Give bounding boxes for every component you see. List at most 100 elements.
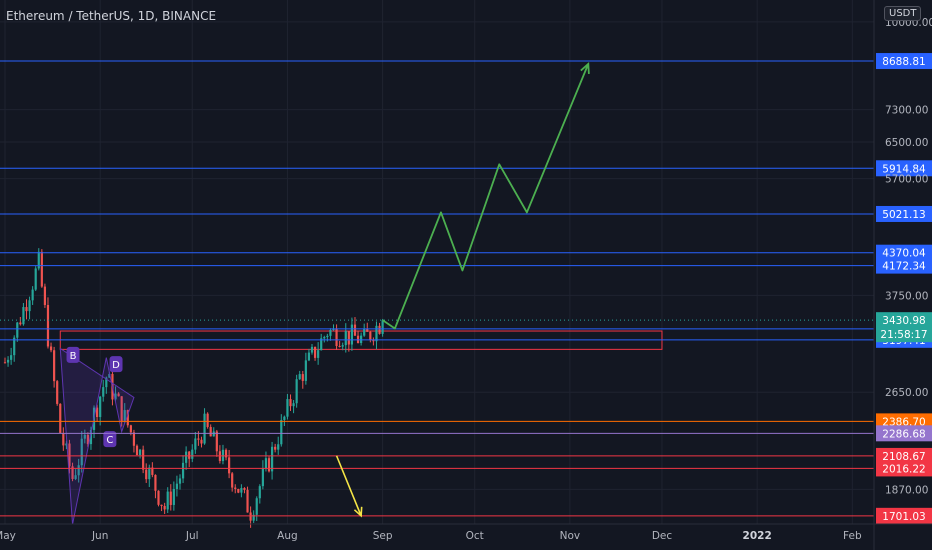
candle-body	[108, 373, 111, 378]
candle-body	[13, 337, 16, 356]
pattern-point-label: C	[106, 435, 113, 446]
x-tick-label: Dec	[652, 530, 673, 542]
y-tick-label: 2650.00	[885, 387, 928, 399]
candle-body	[16, 322, 19, 338]
candle-body	[46, 304, 50, 347]
candle-body	[246, 489, 249, 513]
level-price-label: 2286.68	[882, 428, 925, 440]
pattern-point-badge[interactable]	[103, 431, 117, 448]
candle-body	[335, 328, 338, 347]
candle-body	[185, 451, 188, 463]
candle-body	[326, 335, 329, 338]
pattern-point-badge[interactable]	[66, 346, 80, 363]
level-price-label: 1701.03	[882, 511, 925, 523]
level-price-tag	[876, 425, 932, 442]
candle-body	[283, 416, 286, 421]
y-tick-label: 5700.00	[885, 174, 928, 186]
level-price-label: 5021.13	[882, 209, 925, 221]
candle-body	[372, 339, 375, 342]
candle-body	[280, 420, 283, 445]
candle-body	[378, 325, 381, 334]
candle-body	[25, 307, 28, 312]
candle-body	[80, 438, 83, 466]
candle-body	[255, 498, 258, 515]
x-tick-label: Aug	[277, 530, 298, 542]
candle-body	[277, 444, 280, 450]
countdown-label: 21:58:17	[880, 329, 927, 341]
level-price-tag	[876, 257, 932, 274]
x-tick-label: May	[0, 530, 16, 542]
candle-body	[22, 307, 25, 325]
candle-body	[338, 346, 341, 348]
level-price-tag	[876, 244, 932, 261]
candle-body	[123, 410, 126, 423]
candle-body	[375, 325, 378, 342]
candle-body	[6, 359, 10, 363]
candle-body	[329, 330, 332, 336]
candle-body	[313, 346, 317, 358]
x-tick-label: Nov	[560, 530, 581, 542]
candle-body	[301, 374, 304, 381]
candle-body	[31, 289, 34, 301]
candle-body	[292, 403, 295, 407]
candle-body	[34, 268, 37, 290]
last-price-label: 3430.98	[882, 315, 925, 327]
candle-body	[142, 449, 145, 470]
candle-body	[323, 337, 326, 339]
candle-body	[169, 491, 172, 505]
harmonic-pattern-shape[interactable]	[59, 347, 135, 525]
candle-body	[243, 488, 246, 490]
candle-body	[237, 488, 240, 493]
candle-body	[10, 355, 13, 360]
currency-badge[interactable]: USDT	[884, 6, 922, 21]
candle-body	[347, 331, 350, 345]
x-tick-label: 2022	[743, 530, 772, 542]
candle-body	[126, 410, 129, 426]
level-price-label: 2016.22	[882, 463, 925, 475]
level-price-tag	[876, 507, 932, 524]
candle-body	[200, 439, 203, 444]
candle-body	[188, 451, 191, 459]
candle-body	[145, 469, 148, 480]
candle-body	[74, 475, 77, 479]
projection-path[interactable]	[382, 63, 590, 330]
pattern-point-label: D	[112, 360, 120, 371]
level-price-tag	[876, 205, 932, 222]
candle-body	[28, 300, 31, 312]
level-price-label: 4370.04	[882, 248, 926, 260]
candle-body	[369, 331, 372, 340]
y-tick-label: 1870.00	[885, 484, 928, 496]
down-arrow-line[interactable]	[335, 455, 362, 517]
candle-body	[154, 474, 157, 491]
candle-body	[151, 467, 154, 475]
candle-body	[105, 377, 108, 388]
candle-body	[129, 425, 132, 433]
candle-body	[289, 399, 292, 407]
candle-body	[267, 458, 271, 472]
candle-body	[274, 446, 277, 450]
candle-body	[43, 286, 47, 305]
candle-body	[114, 393, 117, 400]
candle-body	[175, 483, 179, 489]
candle-body	[264, 458, 268, 469]
candle-body	[258, 486, 261, 499]
candle-body	[360, 335, 363, 343]
pattern-point-badge[interactable]	[109, 356, 123, 373]
level-price-tag	[876, 447, 932, 464]
candle-body	[120, 396, 123, 423]
level-price-label: 4172.34	[882, 261, 926, 273]
candle-body	[68, 443, 71, 467]
x-tick-label: Jun	[91, 530, 108, 542]
candle-body	[40, 251, 43, 287]
candle-body	[178, 478, 182, 484]
candle-body	[59, 403, 62, 433]
candle-body	[228, 457, 231, 474]
candle-body	[62, 432, 65, 446]
level-price-label: 5914.84	[882, 163, 926, 175]
candle-body	[304, 360, 307, 381]
candle-body	[132, 432, 136, 446]
candle-body	[86, 434, 89, 445]
candle-body	[252, 514, 255, 521]
